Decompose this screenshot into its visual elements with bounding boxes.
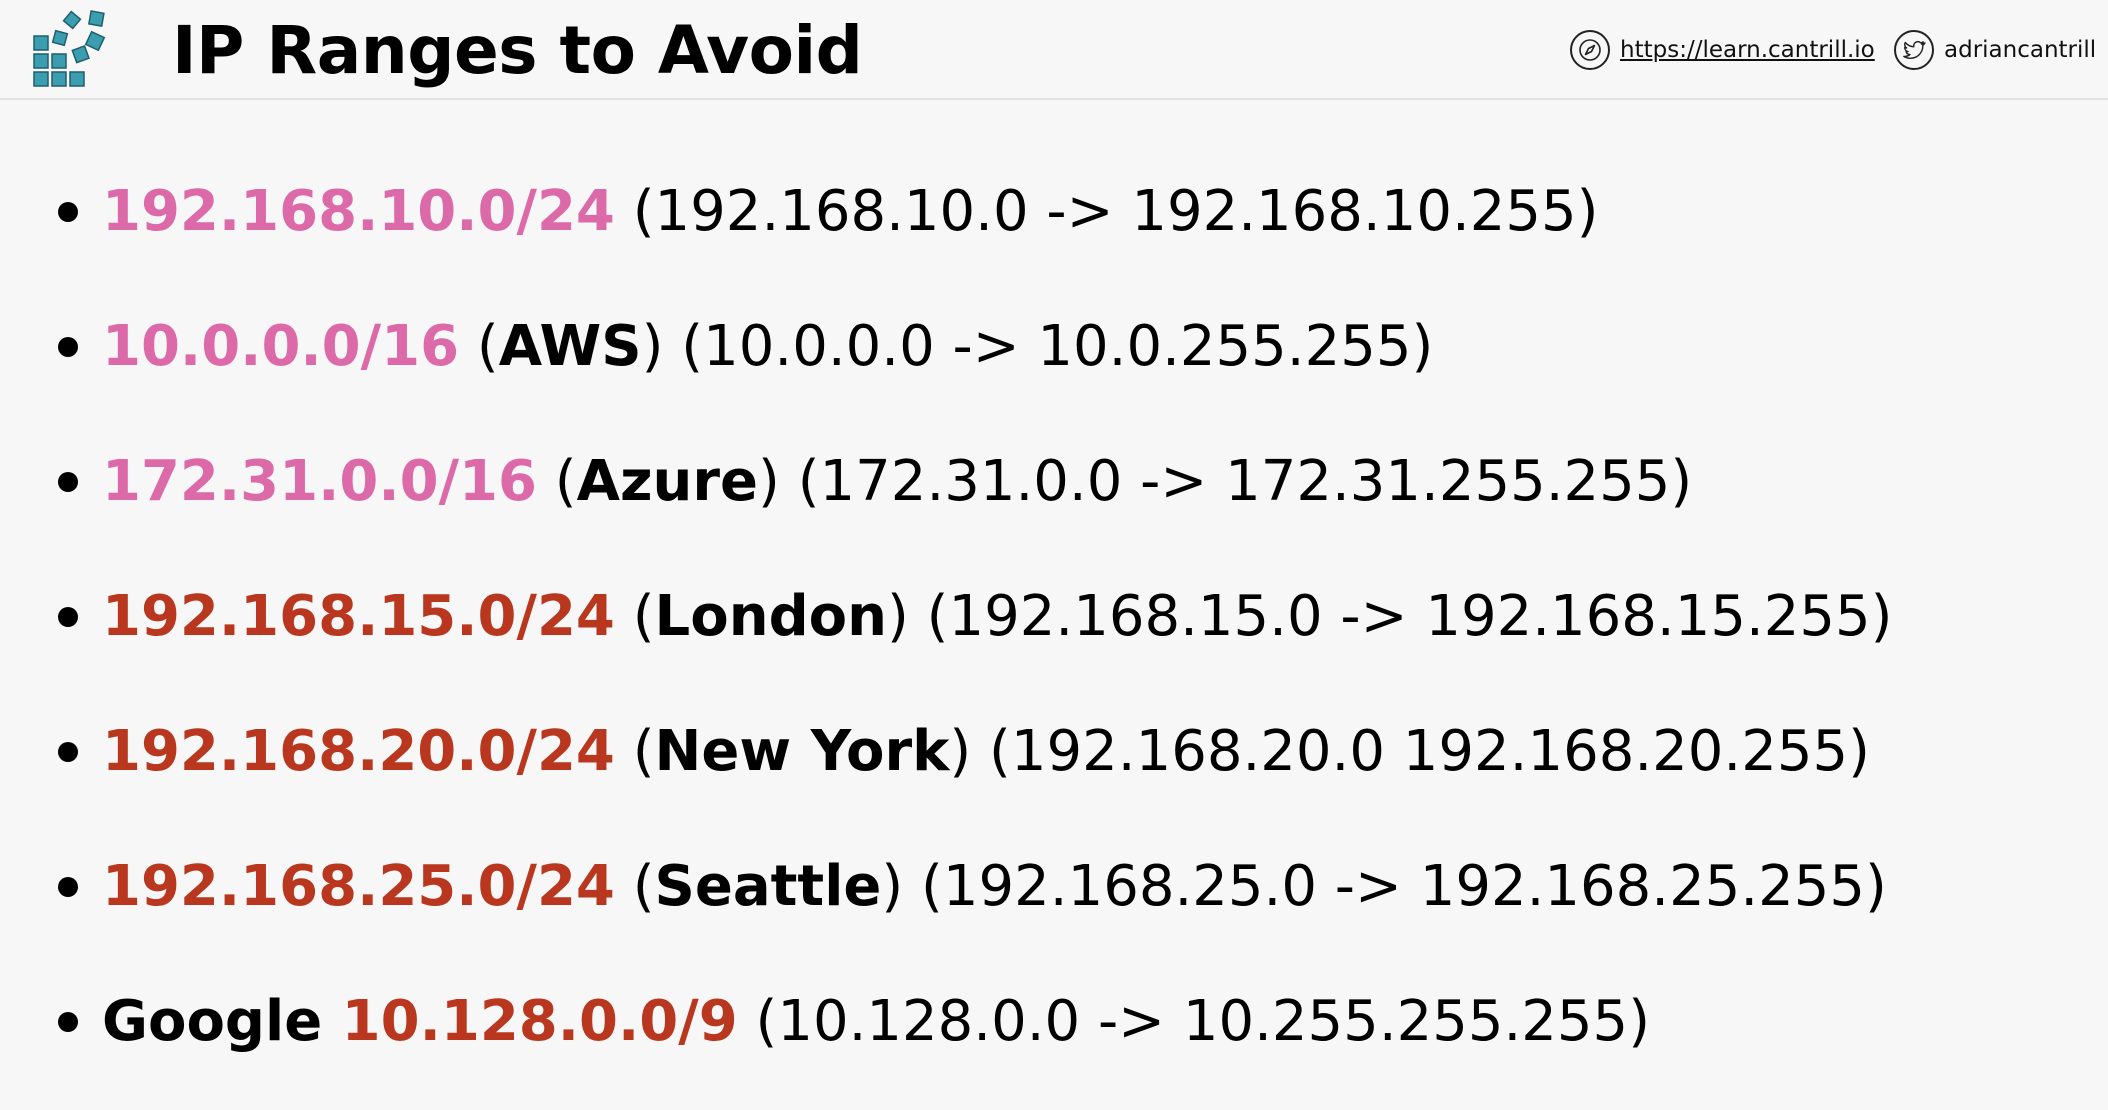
list-item: 192.168.10.0/24 (192.168.10.0 -> 192.168… (52, 172, 1599, 252)
bullet (58, 877, 78, 897)
site-link[interactable]: https://learn.cantrill.io (1570, 28, 1875, 72)
provider-label: (Azure) (536, 449, 780, 514)
address-range: (192.168.15.0 -> 192.168.15.255) (926, 584, 1893, 649)
twitter-link[interactable]: adriancantrill (1894, 28, 2096, 72)
google-label: Google (102, 989, 323, 1054)
cube-grid-logo-icon (33, 10, 106, 87)
list-item: 192.168.15.0/24 (London) (192.168.15.0 -… (52, 577, 1892, 657)
location-label: (London) (614, 584, 909, 649)
location-label: (New York) (614, 719, 972, 784)
list-item: 172.31.0.0/16 (Azure) (172.31.0.0 -> 172… (52, 442, 1692, 522)
list-item: 10.0.0.0/16 (AWS) (10.0.0.0 -> 10.0.255.… (52, 307, 1433, 387)
address-range: (172.31.0.0 -> 172.31.255.255) (797, 449, 1693, 514)
list-item: 192.168.25.0/24 (Seattle) (192.168.25.0 … (52, 847, 1887, 927)
address-range: (10.128.0.0 -> 10.255.255.255) (755, 989, 1651, 1054)
list-item: 192.168.20.0/24 (New York) (192.168.20.0… (52, 712, 1870, 792)
provider-label: (AWS) (459, 314, 664, 379)
cidr-block: 192.168.25.0/24 (102, 854, 615, 919)
cidr-block: 10.128.0.0/9 (341, 989, 738, 1054)
twitter-handle-label: adriancantrill (1944, 37, 2097, 63)
address-range: (10.0.0.0 -> 10.0.255.255) (681, 314, 1434, 379)
address-range: (192.168.25.0 -> 192.168.25.255) (921, 854, 1887, 919)
cidr-block: 172.31.0.0/16 (102, 449, 537, 514)
compass-icon (1570, 30, 1610, 70)
bullet (58, 202, 78, 222)
location-label: (Seattle) (614, 854, 904, 919)
bullet (58, 472, 78, 492)
address-range: (192.168.20.0 192.168.20.255) (989, 719, 1870, 784)
twitter-bird-icon (1894, 30, 1934, 70)
bullet (58, 742, 78, 762)
page-title: IP Ranges to Avoid (172, 12, 863, 89)
list-item: Google 10.128.0.0/9 (10.128.0.0 -> 10.25… (52, 982, 1650, 1062)
address-range: (192.168.10.0 -> 192.168.10.255) (632, 179, 1599, 244)
bullet (58, 607, 78, 627)
cidr-block: 10.0.0.0/16 (102, 314, 460, 379)
bullet (58, 1012, 78, 1032)
cidr-block: 192.168.10.0/24 (102, 179, 615, 244)
cidr-block: 192.168.15.0/24 (102, 584, 615, 649)
bullet (58, 337, 78, 357)
cidr-block: 192.168.20.0/24 (102, 719, 615, 784)
site-link-label[interactable]: https://learn.cantrill.io (1620, 37, 1875, 63)
slide-header: IP Ranges to Avoid https://learn.cantril… (0, 0, 2108, 100)
